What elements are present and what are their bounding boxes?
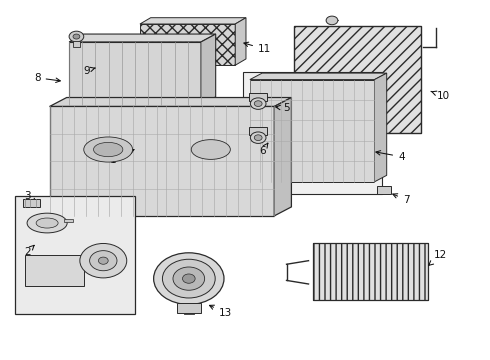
Bar — [23, 199, 40, 207]
Circle shape — [173, 267, 205, 290]
Polygon shape — [235, 18, 246, 65]
Polygon shape — [250, 73, 387, 80]
Bar — [294, 26, 421, 134]
Ellipse shape — [191, 140, 230, 159]
Bar — [250, 80, 374, 182]
Bar — [73, 41, 80, 47]
Polygon shape — [69, 34, 216, 42]
Bar — [294, 26, 421, 134]
Circle shape — [73, 34, 80, 39]
Ellipse shape — [84, 137, 133, 162]
Text: 10: 10 — [431, 91, 449, 101]
Ellipse shape — [36, 218, 58, 228]
Polygon shape — [49, 98, 292, 107]
Circle shape — [154, 253, 224, 305]
Polygon shape — [201, 34, 216, 105]
Polygon shape — [374, 73, 387, 182]
Text: 3: 3 — [24, 191, 36, 203]
Bar — [140, 24, 235, 65]
Text: 9: 9 — [83, 66, 95, 76]
Bar — [249, 127, 267, 135]
Circle shape — [326, 16, 338, 25]
Circle shape — [69, 31, 84, 42]
Bar — [314, 243, 428, 300]
Circle shape — [98, 257, 108, 264]
Ellipse shape — [94, 142, 123, 157]
Bar — [243, 72, 382, 194]
Bar — [25, 255, 84, 286]
Text: 6: 6 — [259, 143, 268, 156]
Bar — [314, 243, 428, 300]
Bar — [249, 93, 267, 101]
Text: 5: 5 — [276, 103, 290, 113]
Ellipse shape — [27, 213, 67, 233]
Circle shape — [90, 251, 117, 271]
Text: 13: 13 — [210, 305, 232, 318]
Text: 11: 11 — [244, 42, 271, 54]
Text: 12: 12 — [429, 250, 447, 265]
Polygon shape — [274, 98, 292, 216]
Text: 8: 8 — [34, 73, 60, 83]
Bar — [15, 196, 135, 315]
Bar — [377, 186, 391, 194]
Circle shape — [162, 259, 215, 298]
Bar — [49, 107, 274, 216]
Text: 4: 4 — [376, 150, 405, 162]
Circle shape — [254, 135, 262, 140]
Bar — [176, 303, 201, 313]
Circle shape — [250, 132, 266, 143]
Circle shape — [182, 274, 195, 283]
Text: 2: 2 — [24, 245, 34, 257]
Polygon shape — [140, 18, 246, 24]
Bar — [69, 42, 201, 105]
Text: 7: 7 — [393, 194, 410, 205]
Circle shape — [80, 243, 127, 278]
Bar — [64, 220, 73, 222]
Circle shape — [250, 98, 266, 109]
Circle shape — [254, 101, 262, 107]
Text: 1: 1 — [110, 149, 134, 165]
